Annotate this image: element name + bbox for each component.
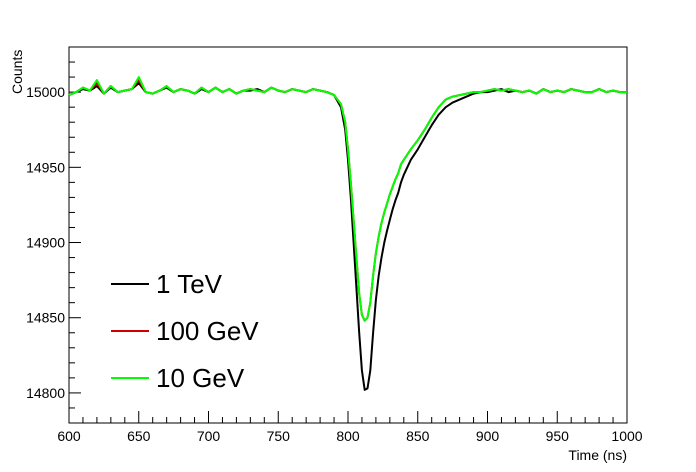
x-axis-title: Time (ns) <box>568 447 627 463</box>
x-tick-label: 600 <box>57 428 81 444</box>
y-tick-label: 14850 <box>26 310 65 326</box>
x-tick-label: 800 <box>336 428 360 444</box>
y-axis-ticks: 14800 14850 14900 14950 15000 <box>26 46 81 424</box>
legend-label: 1 TeV <box>156 269 223 299</box>
legend-label: 10 GeV <box>156 363 245 393</box>
x-tick-label: 1000 <box>611 428 642 444</box>
plot-frame <box>68 46 628 424</box>
x-tick-label: 950 <box>546 428 570 444</box>
series-layer <box>68 76 627 391</box>
x-tick-label: 650 <box>127 428 151 444</box>
y-tick-label: 14900 <box>26 235 65 251</box>
y-tick-label: 14800 <box>26 385 65 401</box>
x-tick-label: 900 <box>476 428 500 444</box>
series-line-3 <box>68 76 627 322</box>
y-tick-label: 14950 <box>26 159 65 175</box>
series-line-2 <box>68 79 627 322</box>
legend: 1 TeV 100 GeV 10 GeV <box>111 269 259 393</box>
x-tick-label: 750 <box>267 428 291 444</box>
x-tick-label: 850 <box>406 428 430 444</box>
x-tick-label: 700 <box>197 428 221 444</box>
series-line-1 <box>68 82 627 391</box>
y-axis-title: Counts <box>9 50 25 94</box>
y-tick-label: 15000 <box>26 84 65 100</box>
legend-label: 100 GeV <box>156 316 259 346</box>
x-axis-ticks: 600 650 700 750 800 850 900 950 1000 <box>57 411 643 444</box>
